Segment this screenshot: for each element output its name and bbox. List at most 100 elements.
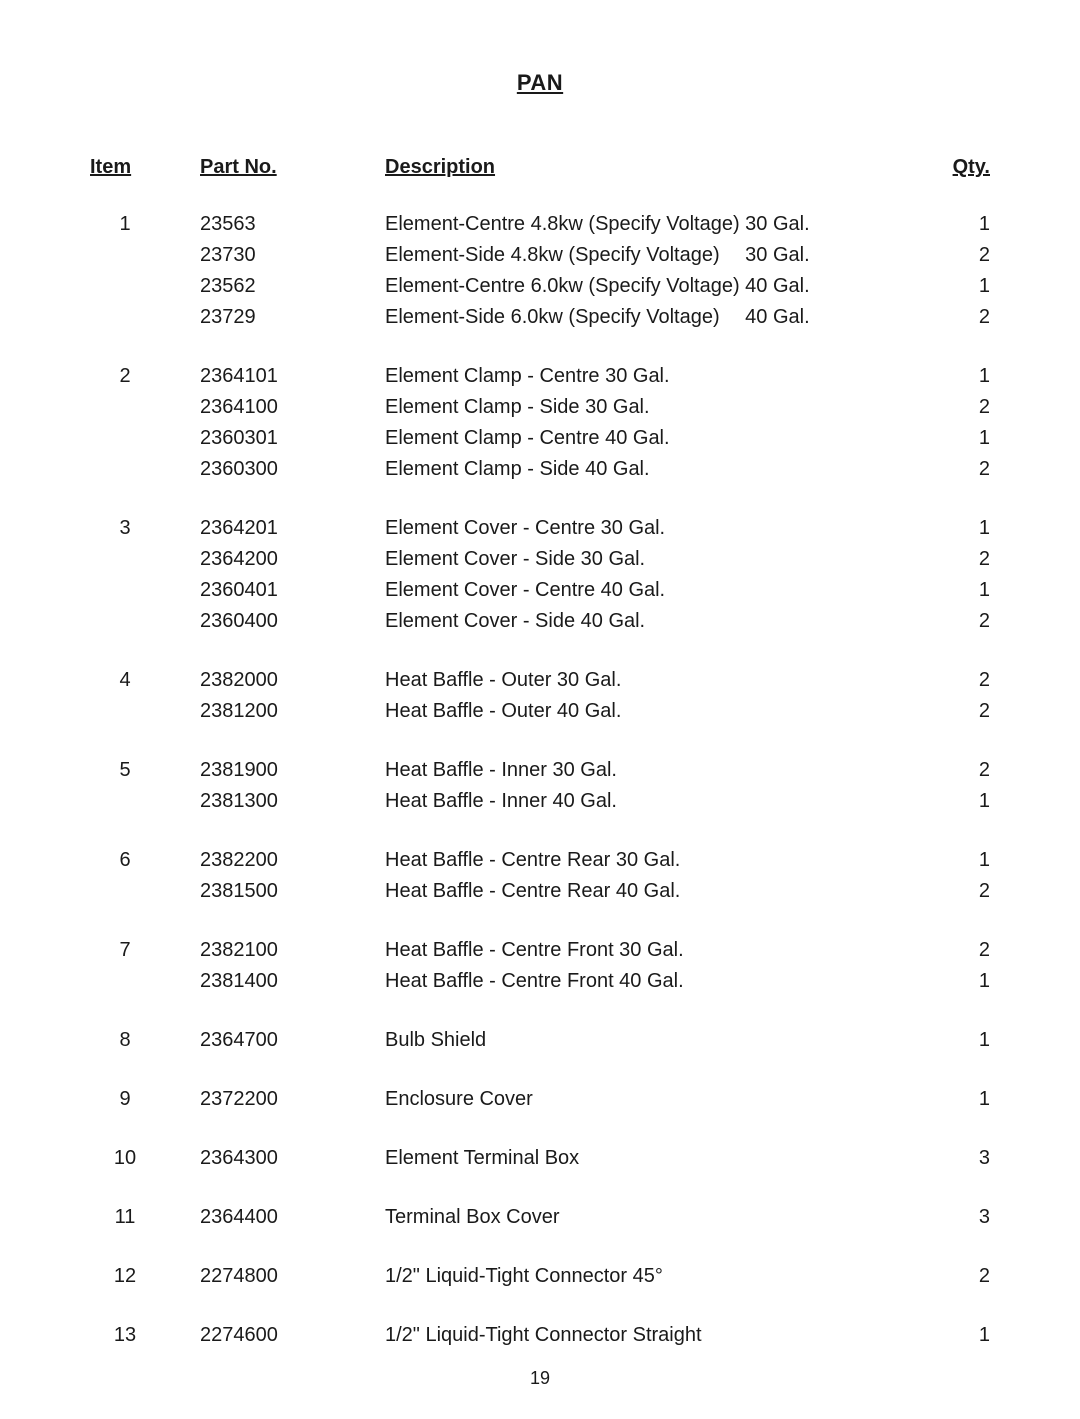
- cell-description: Element Clamp - Centre 40 Gal.: [385, 423, 930, 454]
- cell-description: Element Cover - Side 40 Gal.: [385, 606, 930, 637]
- table-body: 123563Element-Centre 4.8kw (Specify Volt…: [90, 209, 990, 1351]
- cell-part: 2274600: [200, 1320, 385, 1351]
- table-row: 123562Element-Centre 6.0kw (Specify Volt…: [90, 271, 990, 302]
- table-group: 72382100Heat Baffle - Centre Front 30 Ga…: [90, 935, 990, 997]
- cell-qty: 1: [930, 966, 990, 997]
- cell-part: 2372200: [200, 1084, 385, 1115]
- cell-part: 2382200: [200, 845, 385, 876]
- table-group: 82364700Bulb Shield1: [90, 1025, 990, 1056]
- cell-description: 1/2" Liquid-Tight Connector Straight: [385, 1320, 930, 1351]
- table-row: 82364700Bulb Shield1: [90, 1025, 990, 1056]
- cell-qty: 2: [930, 302, 990, 333]
- cell-description: Element Terminal Box: [385, 1143, 930, 1174]
- table-row: 22364100Element Clamp - Side 30 Gal.2: [90, 392, 990, 423]
- cell-part: 23562: [200, 271, 385, 302]
- cell-description: Element Cover - Centre 40 Gal.: [385, 575, 930, 606]
- cell-description: Heat Baffle - Inner 40 Gal.: [385, 786, 930, 817]
- cell-description: Heat Baffle - Inner 30 Gal.: [385, 755, 930, 786]
- cell-part: 2381900: [200, 755, 385, 786]
- cell-item: 7: [90, 935, 200, 966]
- table-group: 1322746001/2" Liquid-Tight Connector Str…: [90, 1320, 990, 1351]
- table-row: 32360401Element Cover - Centre 40 Gal.1: [90, 575, 990, 606]
- cell-part: 23563: [200, 209, 385, 240]
- cell-description: Terminal Box Cover: [385, 1202, 930, 1233]
- cell-part: 2382100: [200, 935, 385, 966]
- cell-part: 2364200: [200, 544, 385, 575]
- table-group: 123563Element-Centre 4.8kw (Specify Volt…: [90, 209, 990, 333]
- cell-description: Enclosure Cover: [385, 1084, 930, 1115]
- cell-part: 2360300: [200, 454, 385, 485]
- cell-part: 2360401: [200, 575, 385, 606]
- header-item: Item: [90, 156, 200, 179]
- table-row: 62382200Heat Baffle - Centre Rear 30 Gal…: [90, 845, 990, 876]
- cell-qty: 1: [930, 1025, 990, 1056]
- cell-qty: 2: [930, 454, 990, 485]
- cell-qty: 2: [930, 696, 990, 727]
- cell-qty: 3: [930, 1202, 990, 1233]
- table-row: 1322746001/2" Liquid-Tight Connector Str…: [90, 1320, 990, 1351]
- header-qty: Qty.: [930, 156, 990, 179]
- cell-item: 6: [90, 845, 200, 876]
- header-part: Part No.: [200, 156, 385, 179]
- table-group: 1222748001/2" Liquid-Tight Connector 45°…: [90, 1261, 990, 1292]
- cell-qty: 1: [930, 786, 990, 817]
- table-row: 92372200Enclosure Cover1: [90, 1084, 990, 1115]
- cell-qty: 1: [930, 423, 990, 454]
- table-row: 72381400Heat Baffle - Centre Front 40 Ga…: [90, 966, 990, 997]
- cell-part: 2364300: [200, 1143, 385, 1174]
- cell-qty: 2: [930, 665, 990, 696]
- cell-description: Element-Side 4.8kw (Specify Voltage) 30 …: [385, 240, 930, 271]
- cell-part: 2382000: [200, 665, 385, 696]
- cell-description: Element Clamp - Centre 30 Gal.: [385, 361, 930, 392]
- table-group: 42382000Heat Baffle - Outer 30 Gal.24238…: [90, 665, 990, 727]
- table-row: 32360400Element Cover - Side 40 Gal.2: [90, 606, 990, 637]
- table-row: 123730Element-Side 4.8kw (Specify Voltag…: [90, 240, 990, 271]
- cell-qty: 1: [930, 1084, 990, 1115]
- table-group: 22364101Element Clamp - Centre 30 Gal.12…: [90, 361, 990, 485]
- cell-description: Element Clamp - Side 40 Gal.: [385, 454, 930, 485]
- cell-part: 2274800: [200, 1261, 385, 1292]
- cell-qty: 2: [930, 1261, 990, 1292]
- table-group: 62382200Heat Baffle - Centre Rear 30 Gal…: [90, 845, 990, 907]
- table-row: 42382000Heat Baffle - Outer 30 Gal.2: [90, 665, 990, 696]
- cell-description: Element-Centre 6.0kw (Specify Voltage) 4…: [385, 271, 930, 302]
- table-row: 123563Element-Centre 4.8kw (Specify Volt…: [90, 209, 990, 240]
- cell-item: 8: [90, 1025, 200, 1056]
- cell-part: 2360400: [200, 606, 385, 637]
- table-row: 32364200Element Cover - Side 30 Gal.2: [90, 544, 990, 575]
- cell-qty: 2: [930, 240, 990, 271]
- cell-qty: 2: [930, 935, 990, 966]
- cell-item: 3: [90, 513, 200, 544]
- cell-description: Element Clamp - Side 30 Gal.: [385, 392, 930, 423]
- cell-part: 23729: [200, 302, 385, 333]
- cell-item: 11: [90, 1202, 200, 1233]
- cell-item: 5: [90, 755, 200, 786]
- cell-description: Element Cover - Side 30 Gal.: [385, 544, 930, 575]
- cell-qty: 1: [930, 513, 990, 544]
- cell-description: 1/2" Liquid-Tight Connector 45°: [385, 1261, 930, 1292]
- cell-description: Element Cover - Centre 30 Gal.: [385, 513, 930, 544]
- table-row: 123729Element-Side 6.0kw (Specify Voltag…: [90, 302, 990, 333]
- cell-description: Heat Baffle - Centre Rear 30 Gal.: [385, 845, 930, 876]
- page: PAN Item Part No. Description Qty. 12356…: [0, 0, 1080, 1419]
- cell-item: 10: [90, 1143, 200, 1174]
- cell-part: 2364101: [200, 361, 385, 392]
- table-row: 52381300Heat Baffle - Inner 40 Gal.1: [90, 786, 990, 817]
- cell-item: 12: [90, 1261, 200, 1292]
- cell-part: 2381200: [200, 696, 385, 727]
- table-row: 52381900Heat Baffle - Inner 30 Gal.2: [90, 755, 990, 786]
- cell-item: 9: [90, 1084, 200, 1115]
- table-row: 42381200Heat Baffle - Outer 40 Gal.2: [90, 696, 990, 727]
- cell-description: Element-Centre 4.8kw (Specify Voltage) 3…: [385, 209, 930, 240]
- header-desc: Description: [385, 156, 930, 179]
- cell-item: 4: [90, 665, 200, 696]
- cell-qty: 1: [930, 575, 990, 606]
- cell-qty: 1: [930, 361, 990, 392]
- table-row: 22360301Element Clamp - Centre 40 Gal.1: [90, 423, 990, 454]
- page-title: PAN: [90, 70, 990, 96]
- cell-part: 2364201: [200, 513, 385, 544]
- cell-qty: 1: [930, 1320, 990, 1351]
- cell-qty: 2: [930, 392, 990, 423]
- cell-qty: 2: [930, 755, 990, 786]
- table-row: 102364300Element Terminal Box3: [90, 1143, 990, 1174]
